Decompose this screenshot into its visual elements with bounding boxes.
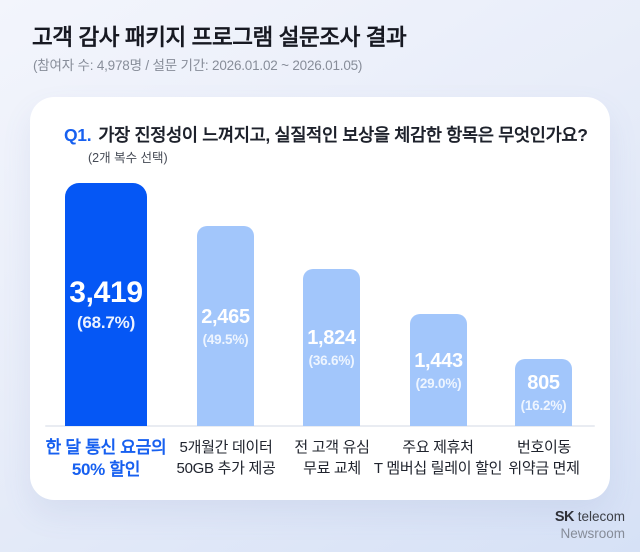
bar-percent: (36.6%) (308, 353, 355, 368)
question-number: Q1. (64, 125, 92, 145)
page-subtitle: (참여자 수: 4,978명 / 설문 기간: 2026.01.02 ~ 202… (33, 58, 363, 73)
bar-data-50gb-bonus: 2,465 (49.5%) (197, 226, 254, 426)
bar-value: 2,465 (201, 305, 250, 328)
category-line: 50GB 추가 제공 (176, 460, 276, 477)
bar-membership-relay-discount: 1,443 (29.0%) (410, 314, 467, 426)
question-text: 가장 진정성이 느껴지고, 실질적인 보상을 체감한 항목은 무엇인가요? (98, 125, 588, 145)
category-label-data-bonus: 5개월간 데이터 50GB 추가 제공 (177, 437, 276, 479)
category-label-membership-relay: 주요 제휴처 T 멤버십 릴레이 할인 (373, 437, 503, 479)
bar-value: 3,419 (69, 276, 143, 309)
category-line: 위약금 면제 (508, 460, 580, 477)
category-line: 50% 할인 (71, 460, 141, 479)
category-line: 주요 제휴처 (402, 439, 474, 456)
brand-logo: SK telecom (555, 509, 625, 525)
bar-value: 1,443 (414, 349, 463, 372)
category-label-penalty-waiver: 번호이동 위약금 면제 (508, 437, 580, 479)
bar-value: 805 (527, 372, 560, 394)
bar-month-fee-50pct-discount: 3,419 (68.7%) (65, 183, 147, 426)
bar-usim-free-replacement: 1,824 (36.6%) (303, 269, 360, 426)
category-line: 5개월간 데이터 (179, 439, 273, 456)
page-title: 고객 감사 패키지 프로그램 설문조사 결과 (32, 25, 407, 50)
survey-result-card: Q1. 가장 진정성이 느껴지고, 실질적인 보상을 체감한 항목은 무엇인가요?… (30, 97, 610, 500)
bar-percent: (29.0%) (415, 375, 462, 391)
brand-newsroom-text: Newsroom (560, 526, 625, 541)
brand-telecom-text: telecom (573, 509, 625, 524)
category-line: 전 고객 유심 (294, 439, 370, 456)
question-note: (2개 복수 선택) (88, 151, 168, 165)
category-line: 한 달 통신 요금의 (45, 438, 167, 457)
category-label-usim-replacement: 전 고객 유심 무료 교체 (294, 437, 370, 479)
chart-baseline (45, 425, 595, 427)
brand-sk-text: SK (554, 509, 575, 525)
bar-percent: (49.5%) (202, 331, 249, 347)
category-line: 번호이동 (516, 439, 571, 456)
category-line: 무료 교체 (303, 460, 361, 477)
bar-percent: (68.7%) (76, 313, 136, 332)
brand-footer: SK telecom Newsroom (555, 509, 625, 541)
category-label-month-fee-discount: 한 달 통신 요금의 50% 할인 (46, 437, 167, 481)
category-line: T 멤버십 릴레이 할인 (373, 460, 503, 477)
bar-value: 1,824 (307, 327, 356, 349)
bar-switching-penalty-waiver: 805 (16.2%) (515, 359, 572, 426)
question-row: Q1. 가장 진정성이 느껴지고, 실질적인 보상을 체감한 항목은 무엇인가요? (64, 122, 588, 147)
bar-percent: (16.2%) (520, 398, 567, 413)
